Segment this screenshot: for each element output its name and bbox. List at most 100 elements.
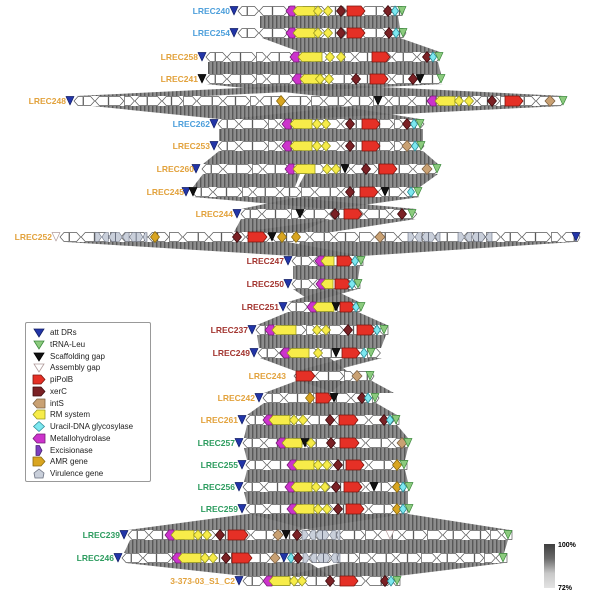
legend-label: att DRs <box>50 328 77 337</box>
track-label: LREC239 <box>83 530 121 540</box>
homology-block <box>247 403 397 415</box>
homology-block <box>193 174 300 187</box>
legend-label: Virulence gene <box>50 469 104 478</box>
track-label: LREC237 <box>211 325 249 335</box>
genome-track-LREC256: LREC256 <box>198 481 414 493</box>
xerc-icon <box>32 386 46 397</box>
genome-track-LREC241: LREC241 <box>161 73 446 85</box>
legend-item: Metallohydrolase <box>32 433 146 444</box>
homology-block <box>203 151 438 164</box>
virulence-gene-icon <box>33 468 45 479</box>
track-label: LREC259 <box>201 504 239 514</box>
identity-gradient-bar <box>544 544 555 588</box>
track-label: LREC258 <box>161 52 199 62</box>
legend-label: Scaffolding gap <box>50 351 106 361</box>
assembly-gap-icon <box>33 363 45 374</box>
legend-item: RM system <box>32 409 146 420</box>
identity-scale: 100% 72% <box>544 542 600 592</box>
genome-track-LREC255: LREC255 <box>201 459 409 471</box>
ints-icon <box>32 398 46 408</box>
trna-leu-icon <box>33 340 45 350</box>
amr-gene-icon <box>32 456 46 467</box>
genome-track-LREC245: LREC245 <box>147 186 423 198</box>
genome-track-LREC259: LREC259 <box>201 503 414 515</box>
track-label: LREC251 <box>242 302 280 312</box>
track-label: LREC245 <box>147 187 185 197</box>
genome-track-LREC254: LREC254 <box>193 27 408 39</box>
genome-track-LREC244: LREC244 <box>196 208 418 220</box>
legend-label: xerC <box>50 386 67 396</box>
legend-item: piPolB <box>32 374 146 385</box>
genome-track-LREC248: LREC248 <box>29 95 568 107</box>
legend-label: intS <box>50 398 64 408</box>
genome-track-LREC237: LREC237 <box>211 324 389 336</box>
pipolb-icon <box>32 374 46 385</box>
track-label: 3-373-03_S1_C2 <box>170 576 235 586</box>
genome-track-LREC261: LREC261 <box>201 414 401 426</box>
legend-label: Metallohydrolase <box>50 433 111 443</box>
track-label: LREC244 <box>196 209 234 219</box>
track-label: LREC240 <box>193 6 231 16</box>
uracil-dna-glycosylase-icon <box>33 421 45 432</box>
track-label: LREC255 <box>201 460 239 470</box>
legend-item: tRNA-Leu <box>32 339 146 350</box>
legend-item: Scaffolding gap <box>32 351 146 362</box>
identity-min-label: 72% <box>558 585 573 592</box>
homology-block <box>244 492 408 504</box>
metallohydrolase-icon <box>32 433 46 444</box>
genome-track-LREC246: LREC246 <box>77 552 508 564</box>
genome-track-LREC249: LREC249 <box>213 347 381 359</box>
legend-label: Uracil-DNA glycosylase <box>50 422 134 431</box>
legend-item: att DRs <box>32 327 146 338</box>
legend-item: Excisionase <box>32 444 146 456</box>
legend-label: Excisionase <box>50 445 93 455</box>
track-label: LREC256 <box>198 482 236 492</box>
legend-label: AMR gene <box>50 457 88 467</box>
genome-track-LREC257: LREC257 <box>198 437 413 449</box>
genome-track-LREC242: LREC242 <box>218 392 380 404</box>
rm-system-icon <box>32 409 46 420</box>
homology-block <box>242 219 416 232</box>
legend-label: Assembly gap <box>50 363 101 373</box>
legend-item: Uracil-DNA glycosylase <box>32 421 146 432</box>
legend-item: Virulence gene <box>32 468 146 479</box>
homology-block <box>244 448 408 460</box>
track-label: LREC249 <box>213 348 251 358</box>
homology-block <box>126 563 330 576</box>
homology-block <box>244 470 408 482</box>
homology-block <box>193 197 416 209</box>
legend-label: piPolB <box>50 375 74 384</box>
track-label: LREC247 <box>247 256 285 266</box>
genome-track-LREC253: LREC253 <box>173 140 426 152</box>
genome-track-LREC258: LREC258 <box>161 51 444 63</box>
track-label: LREC254 <box>193 28 231 38</box>
track-label: LREC246 <box>77 553 115 563</box>
track-label: LREC262 <box>173 119 211 129</box>
homology-block <box>298 174 438 187</box>
homology-block <box>244 425 408 438</box>
track-label: LREC252 <box>15 232 53 242</box>
track-label: LREC241 <box>161 74 199 84</box>
homology-block <box>293 266 360 279</box>
homology-block <box>250 514 510 530</box>
homology-block <box>257 312 387 325</box>
identity-max-label: 100% <box>558 542 576 549</box>
homology-block <box>257 335 386 348</box>
legend-label: RM system <box>50 410 90 420</box>
homology-block <box>288 289 358 302</box>
homology-block <box>124 540 508 553</box>
homology-block <box>76 84 444 96</box>
track-label: LREC257 <box>198 438 236 448</box>
genome-track-LREC243: LREC243 <box>249 370 375 382</box>
homology-block <box>260 16 400 28</box>
homology-block <box>296 358 382 371</box>
track-label: LREC242 <box>218 393 256 403</box>
homology-block <box>66 242 362 256</box>
homology-links <box>66 16 574 576</box>
legend: att DRs tRNA-Leu Scaffolding gap Assembly g… <box>25 322 151 482</box>
genome-track-LREC239: LREC239 <box>83 529 513 541</box>
legend-item: intS <box>32 398 146 409</box>
homology-block <box>208 62 441 74</box>
